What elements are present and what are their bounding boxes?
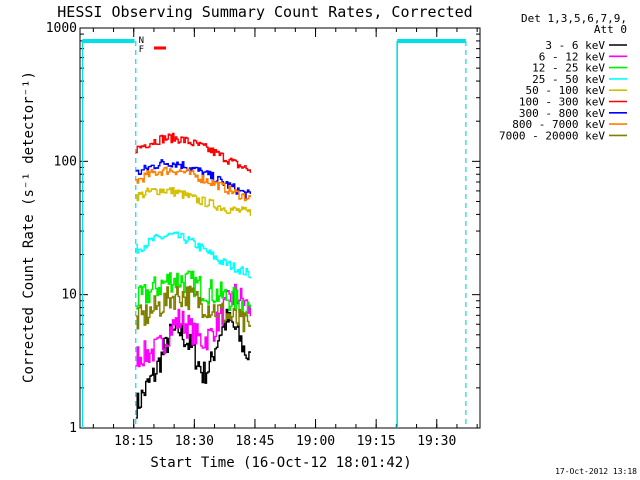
- x-tick-label: 18:45: [235, 434, 274, 449]
- legend-label: 300 - 800 keV: [519, 107, 605, 120]
- legend-header-line: Det 1,3,5,6,7,9,: [521, 12, 627, 25]
- legend-label: 100 - 300 keV: [519, 96, 605, 109]
- series-2: [135, 270, 251, 317]
- series-7: [135, 166, 251, 202]
- x-tick-label: 18:15: [114, 434, 153, 449]
- chart-title: HESSI Observing Summary Count Rates, Cor…: [57, 3, 472, 21]
- legend-label: 12 - 25 keV: [532, 62, 605, 75]
- x-tick-label: 19:00: [296, 434, 335, 449]
- series-line: [135, 285, 251, 333]
- series-line: [135, 187, 251, 216]
- series-line: [135, 270, 251, 317]
- legend-label: 7000 - 20000 keV: [499, 129, 605, 142]
- x-tick-label: 19:15: [357, 434, 396, 449]
- y-tick-label: 10: [61, 288, 77, 303]
- series-line: [135, 159, 251, 199]
- y-tick-label: 100: [54, 154, 77, 169]
- legend-label: 6 - 12 keV: [539, 50, 606, 63]
- y-axis-label: Corrected Count Rate (s⁻¹ detector⁻¹): [21, 71, 37, 383]
- timestamp: 17-Oct-2012 13:18: [555, 467, 637, 476]
- series-line: [135, 166, 251, 202]
- series-6: [135, 159, 251, 199]
- series-line: [135, 231, 251, 279]
- y-tick-label: 1: [69, 421, 77, 436]
- series-5: [135, 132, 251, 173]
- legend-label: 3 - 6 keV: [545, 39, 605, 52]
- y-tick-label: 1000: [46, 21, 77, 36]
- x-tick-label: 18:30: [175, 434, 214, 449]
- plot-axes: 1 10 100 1000 18:15 18:30 18:45 19:00 19:15 19:30…: [46, 21, 481, 449]
- spacecraft-night-bars: [81, 39, 467, 428]
- legend-label: 25 - 50 keV: [532, 73, 605, 86]
- series-layer: [135, 132, 251, 419]
- x-tick-label: 19:30: [417, 434, 456, 449]
- plot-frame: [79, 27, 481, 429]
- marker-f: F: [139, 45, 144, 55]
- marker-n: N: [139, 36, 144, 46]
- series-8: [135, 285, 251, 333]
- x-axis-label: Start Time (16-Oct-12 18:01:42): [150, 455, 411, 471]
- legend-label: 800 - 7000 keV: [512, 118, 605, 131]
- series-3: [135, 231, 251, 279]
- legend-header-line: Att 0: [594, 23, 627, 36]
- series-line: [135, 132, 251, 173]
- legend-label: 50 - 100 keV: [526, 84, 606, 97]
- series-4: [135, 187, 251, 216]
